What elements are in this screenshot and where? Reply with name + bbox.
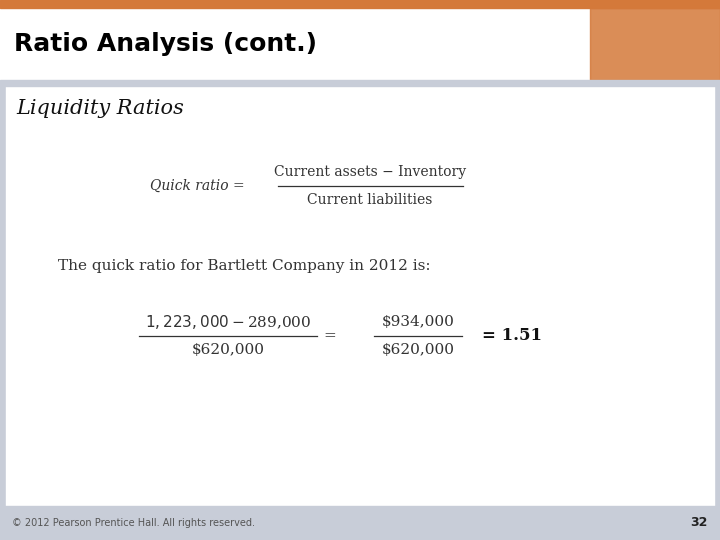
- Text: The quick ratio for Bartlett Company in 2012 is:: The quick ratio for Bartlett Company in …: [58, 259, 431, 273]
- Bar: [0, 80, 720, 86]
- Text: Quick ratio =: Quick ratio =: [150, 179, 249, 193]
- Text: Liquidity Ratios: Liquidity Ratios: [16, 98, 184, 118]
- Text: © 2012 Pearson Prentice Hall. All rights reserved.: © 2012 Pearson Prentice Hall. All rights…: [12, 518, 255, 528]
- Text: Current liabilities: Current liabilities: [307, 193, 433, 207]
- Text: $620,000: $620,000: [382, 343, 454, 357]
- Bar: [0, 0, 720, 8]
- Bar: [590, 8, 720, 80]
- Text: = 1.51: = 1.51: [482, 327, 542, 345]
- Text: $934,000: $934,000: [382, 315, 454, 329]
- Bar: [0, 8, 720, 80]
- Text: $1,223,000 − $289,000: $1,223,000 − $289,000: [145, 313, 311, 331]
- Text: =: =: [323, 329, 336, 343]
- Text: Current assets − Inventory: Current assets − Inventory: [274, 165, 466, 179]
- Text: Ratio Analysis (cont.): Ratio Analysis (cont.): [14, 32, 317, 56]
- Bar: [6, 86, 714, 506]
- Text: $620,000: $620,000: [192, 343, 264, 357]
- Bar: [0, 506, 720, 540]
- Text: 32: 32: [690, 516, 708, 530]
